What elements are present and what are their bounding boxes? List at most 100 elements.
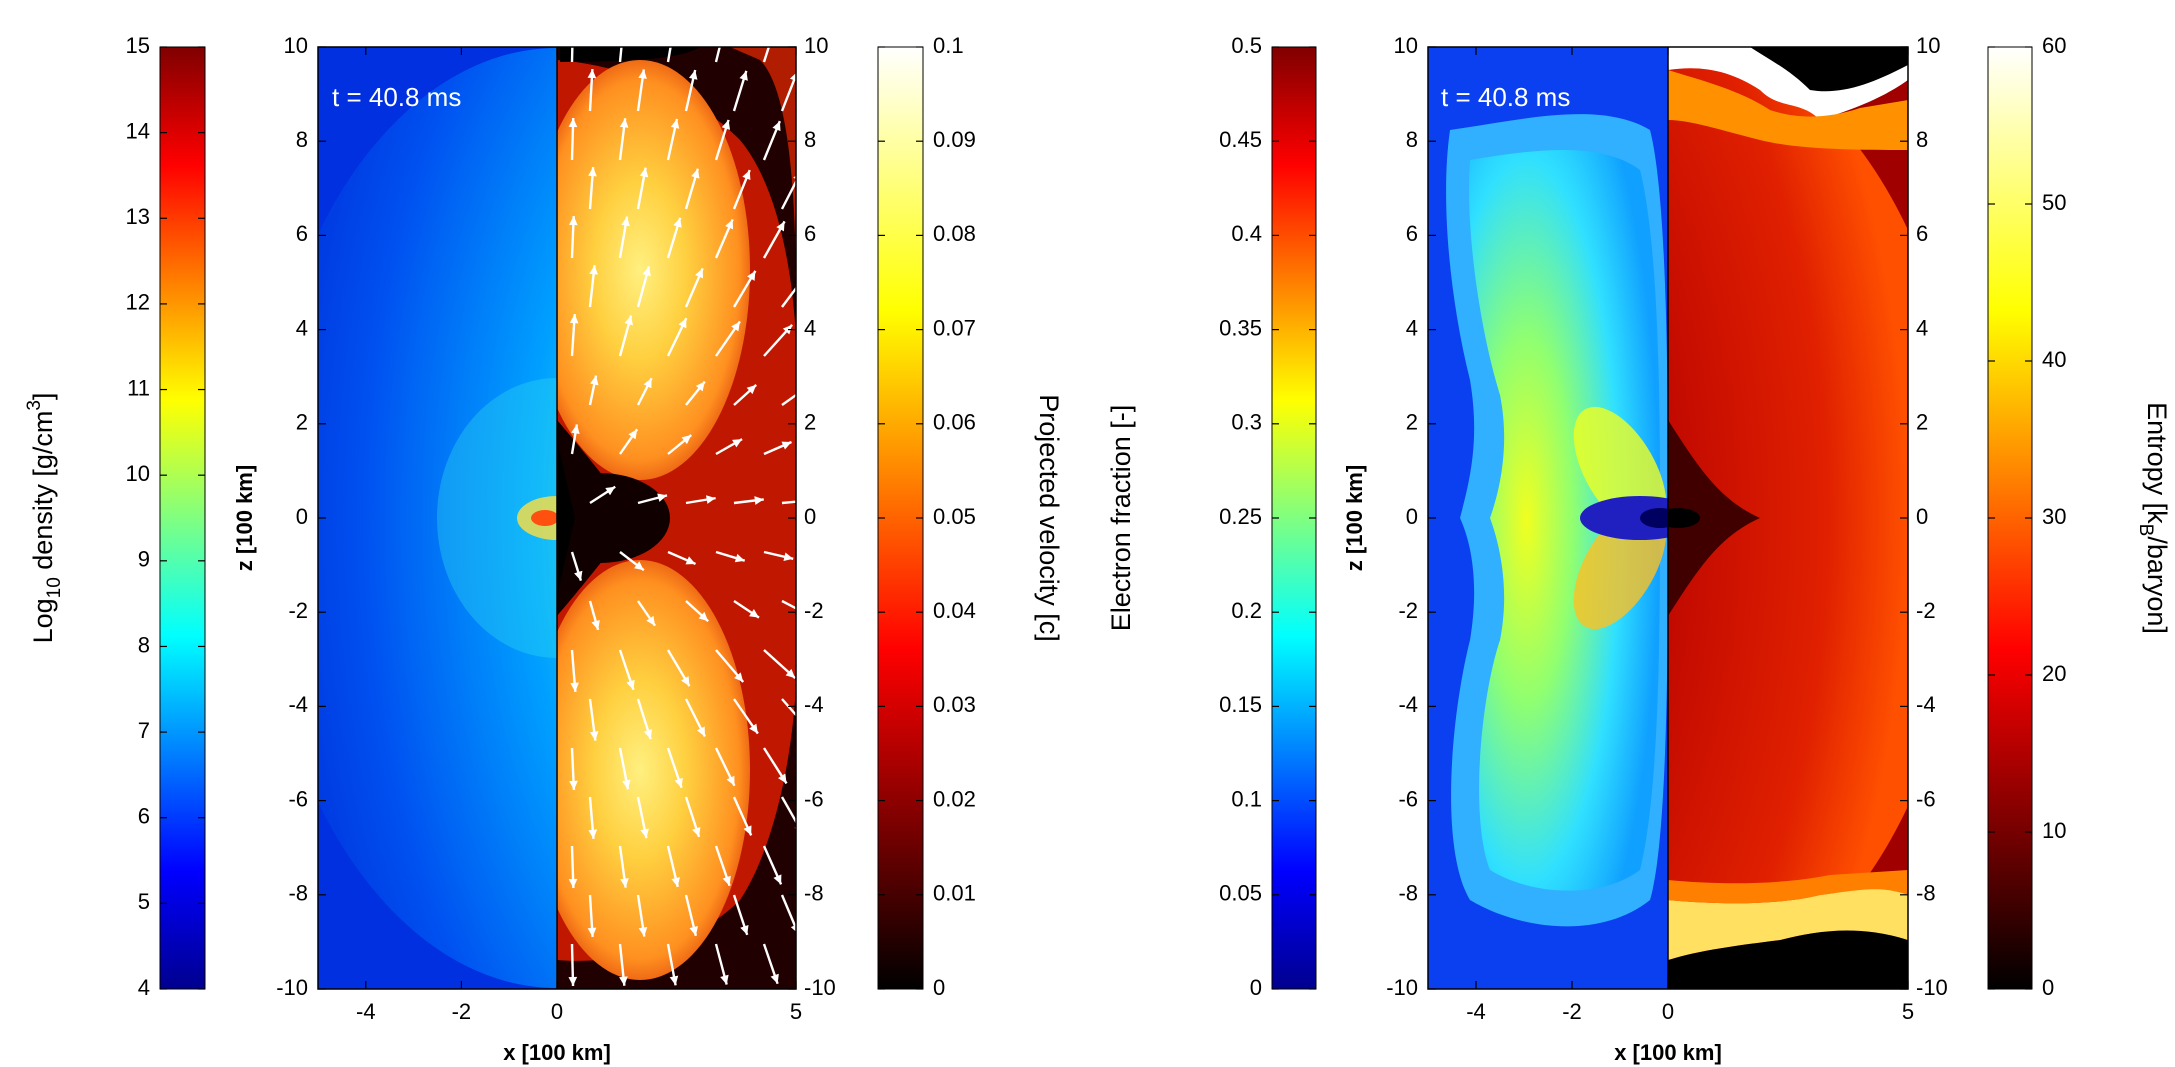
velocity-arrow — [572, 20, 573, 62]
y-tick-label: 0 — [804, 504, 816, 529]
y-tick-label: 6 — [1406, 221, 1418, 246]
y-tick-label: 8 — [1406, 127, 1418, 152]
colorbar-tick-label: 0.01 — [933, 881, 976, 906]
colorbar-tick-label: 0.03 — [933, 692, 976, 717]
y-tick-label: -8 — [1916, 881, 1936, 906]
y-tick-label: 2 — [804, 410, 816, 435]
y-tick-label: 0 — [1916, 504, 1928, 529]
colorbar-tick-label: 0.07 — [933, 315, 976, 340]
colorbar-tick-label: 0.05 — [1219, 881, 1262, 906]
colorbar-tick-label: 60 — [2042, 33, 2066, 58]
y-tick-label: 2 — [1916, 410, 1928, 435]
y-tick-label: 10 — [1916, 33, 1940, 58]
entropy-colorbar-label: Entropy [kB/baryon] — [2135, 402, 2172, 634]
y-tick-label: -6 — [1398, 786, 1418, 811]
y-tick-label: -2 — [1916, 598, 1936, 623]
velocity-arrowhead — [568, 20, 577, 29]
colorbar-tick-label: 0.2 — [1231, 598, 1262, 623]
x-tick-label: 0 — [1662, 999, 1674, 1024]
y-tick-label: 10 — [1394, 33, 1418, 58]
colorbar-tick-label: 0.06 — [933, 410, 976, 435]
y-tick-label: 8 — [296, 127, 308, 152]
y-tick-label: 6 — [296, 221, 308, 246]
y-tick-label: -4 — [1916, 692, 1936, 717]
y-tick-label: 2 — [296, 410, 308, 435]
y-tick-label: -10 — [804, 975, 836, 1000]
density-colorbar — [160, 47, 205, 989]
y-tick-label: 4 — [1406, 315, 1418, 340]
y-tick-label: 4 — [1916, 315, 1928, 340]
colorbar-tick-label: 0.5 — [1231, 33, 1262, 58]
velocity-arrowhead — [798, 273, 807, 283]
velocity-arrowhead — [797, 388, 807, 397]
colorbar-tick-label: 0.45 — [1219, 127, 1262, 152]
colorbar-tick-label: 0.09 — [933, 127, 976, 152]
colorbar-tick-label: 0.1 — [933, 33, 964, 58]
colorbar-tick-label: 0.1 — [1231, 786, 1262, 811]
colorbar-tick-label: 20 — [2042, 661, 2066, 686]
colorbar-tick-label: 8 — [138, 632, 150, 657]
velocity-colorbar-label: Projected velocity [c] — [1034, 394, 1064, 642]
y-tick-label: 8 — [804, 127, 816, 152]
y-tick-label: 8 — [1916, 127, 1928, 152]
figure: t = 40.8 ms x [100 km] z [100 km] -4 -2 0 5… — [0, 0, 2175, 1067]
colorbar-tick-label: 0.05 — [933, 504, 976, 529]
colorbar-tick-label: 0.08 — [933, 221, 976, 246]
colorbar-tick-label: 0.04 — [933, 598, 976, 623]
colorbar-tick-label: 14 — [126, 118, 150, 143]
velocity-arrowhead — [800, 721, 809, 731]
y-tick-label: -6 — [1916, 786, 1936, 811]
colorbar-tick-label: 11 — [127, 375, 150, 400]
time-label: t = 40.8 ms — [332, 82, 461, 112]
colorbar-tick-label: 0.02 — [933, 786, 976, 811]
y-tick-label: -8 — [804, 881, 824, 906]
y-tick-label: 6 — [1916, 221, 1928, 246]
colorbar-tick-label: 30 — [2042, 504, 2066, 529]
y-tick-label: -8 — [1398, 881, 1418, 906]
colorbar-tick-label: 50 — [2042, 190, 2066, 215]
colorbar-tick-label: 0.15 — [1219, 692, 1262, 717]
y-tick-label: -4 — [804, 692, 824, 717]
y-tick-label: -4 — [288, 692, 308, 717]
y-tick-label: -2 — [804, 598, 824, 623]
y-tick-label: -2 — [288, 598, 308, 623]
electron-fraction-colorbar-label: Electron fraction [-] — [1106, 405, 1136, 632]
y-tick-label: -8 — [288, 881, 308, 906]
y-tick-label: 0 — [296, 504, 308, 529]
y-tick-label: -6 — [804, 786, 824, 811]
colorbar-tick-label: 13 — [126, 204, 150, 229]
y-tick-label: 10 — [804, 33, 828, 58]
colorbar-tick-label: 0 — [1250, 975, 1262, 1000]
colorbar-tick-label: 5 — [138, 889, 150, 914]
left-plot-panel: t = 40.8 ms x [100 km] z [100 km] -4 -2 0 5… — [24, 20, 1064, 1065]
x-tick-label: 5 — [790, 999, 802, 1024]
colorbar-tick-label: 10 — [126, 461, 150, 486]
y-tick-label: 6 — [804, 221, 816, 246]
colorbar-tick-label: 10 — [2042, 818, 2066, 843]
y-axis-label: z [100 km] — [232, 465, 257, 571]
colorbar-tick-label: 12 — [126, 290, 150, 315]
time-label: t = 40.8 ms — [1441, 82, 1570, 112]
y-tick-label: 2 — [1406, 410, 1418, 435]
y-tick-label: -4 — [1398, 692, 1418, 717]
y-tick-label: 10 — [284, 33, 308, 58]
colorbar-tick-label: 4 — [138, 975, 150, 1000]
colorbar-tick-label: 0.4 — [1231, 221, 1262, 246]
y-tick-label: -10 — [276, 975, 308, 1000]
colorbar-tick-label: 0 — [933, 975, 945, 1000]
colorbar-tick-label: 0 — [2042, 975, 2054, 1000]
colorbar-tick-label: 0.3 — [1231, 410, 1262, 435]
electron-fraction-field — [1428, 47, 1700, 989]
x-tick-label: -4 — [1466, 999, 1486, 1024]
colorbar-tick-label: 0.25 — [1219, 504, 1262, 529]
x-axis-label: x [100 km] — [503, 1040, 611, 1065]
y-tick-label: -6 — [288, 786, 308, 811]
x-tick-label: -2 — [452, 999, 472, 1024]
colorbar-tick-label: 7 — [138, 718, 150, 743]
velocity-field — [530, 20, 812, 989]
colorbar-tick-label: 6 — [138, 804, 150, 829]
velocity-arrowhead — [720, 21, 728, 31]
y-tick-label: 4 — [296, 315, 308, 340]
y-tick-label: -10 — [1386, 975, 1418, 1000]
y-tick-label: 0 — [1406, 504, 1418, 529]
